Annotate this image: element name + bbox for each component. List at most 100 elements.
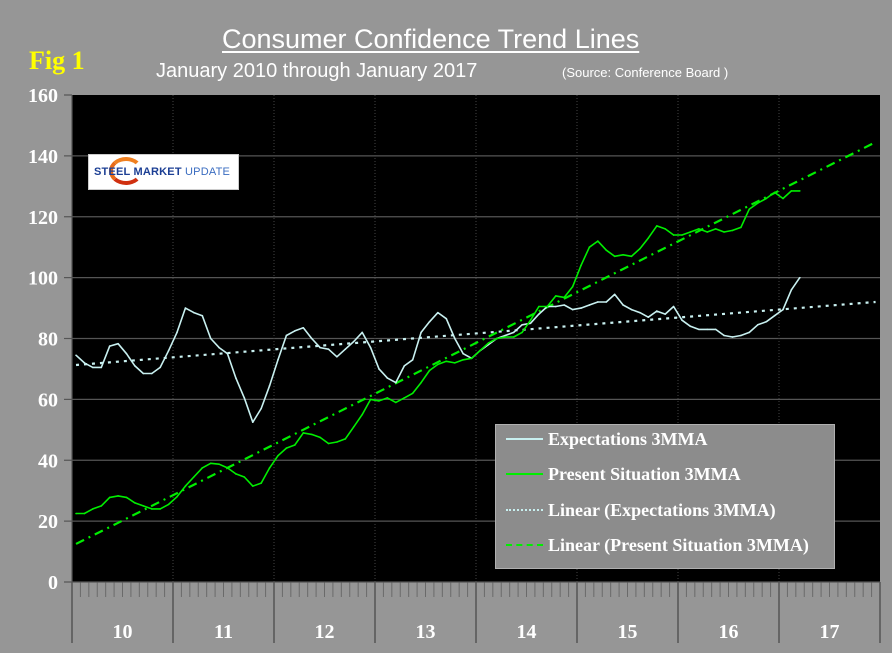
legend-item-linear-present: Linear (Present Situation 3MMA) [496,533,834,563]
y-axis: 0 20 40 60 80 100 120 140 160 [28,85,73,594]
logo-text: STEEL MARKET UPDATE [94,166,230,178]
data-point [268,384,271,387]
data-point [251,485,254,487]
data-point [117,495,119,497]
data-point [597,301,599,303]
legend-swatch-dotted-cyan [506,509,543,511]
data-point [83,512,86,515]
chart-source: (Source: Conference Board ) [562,65,729,80]
data-point [445,317,448,320]
data-point [361,413,363,416]
data-point [782,308,784,311]
data-point [714,328,717,331]
data-point [75,354,77,357]
data-point [411,359,414,361]
data-point [235,473,237,475]
data-point [580,307,582,309]
data-point [689,231,692,233]
data-point [142,372,145,375]
data-point [100,505,103,507]
data-point [201,314,204,317]
data-point [698,328,700,331]
data-point [647,316,650,318]
legend-item-expectations: Expectations 3MMA [496,427,834,457]
data-point [310,433,313,436]
data-point [529,322,532,325]
data-point [782,197,784,200]
legend: Expectations 3MMA Present Situation 3MMA… [495,424,835,569]
data-point [554,295,557,297]
data-point [344,438,347,440]
data-point [740,226,742,229]
data-point [395,401,397,404]
data-point [706,231,709,233]
data-point [630,308,633,311]
data-point [226,352,229,355]
data-point [243,397,246,399]
data-point [504,336,507,338]
legend-item-linear-expectations: Linear (Expectations 3MMA) [496,498,834,528]
data-point [512,331,515,334]
data-point [209,337,212,340]
data-point [748,331,751,334]
data-point [453,337,456,340]
x-tick-label: 17 [820,621,840,643]
data-point [672,305,675,308]
data-point [639,311,641,314]
data-point [285,334,288,337]
data-point [462,352,464,355]
legend-swatch-solid-green [506,473,543,475]
data-point [647,237,650,239]
data-point [714,228,717,230]
data-point [613,293,616,296]
data-point [310,337,313,340]
data-point [445,360,448,363]
data-point [639,247,641,250]
data-point [664,228,666,230]
data-point [369,346,372,349]
y-tick-label: 160 [28,85,58,107]
data-point [756,324,759,326]
data-point [521,331,523,334]
data-point [150,508,153,510]
data-point [538,313,540,315]
data-point [571,308,574,311]
data-point [260,482,262,484]
data-point [563,296,565,299]
data-point [92,508,94,510]
data-point [184,485,187,487]
data-point [470,357,473,360]
data-point [243,476,246,478]
x-tick-label: 15 [618,621,638,643]
data-point [681,234,683,236]
data-point [193,311,195,314]
data-point [184,307,187,309]
data-point [411,392,414,395]
data-point [731,336,734,338]
data-point [344,348,347,350]
data-point [319,346,321,349]
data-point [327,348,330,350]
data-point [546,305,549,308]
data-point [655,225,658,227]
data-point [251,421,254,424]
series-group [75,141,877,545]
x-tick-label: 16 [719,621,739,643]
x-tick-label: 10 [113,621,133,643]
data-point [352,425,355,428]
data-point [428,369,431,372]
data-point [302,327,305,329]
data-point [689,325,692,328]
logo-text-light: UPDATE [185,166,231,178]
data-point [75,512,77,515]
data-point [167,349,170,352]
data-point [336,441,338,443]
data-point [159,508,161,510]
data-point [369,398,372,401]
data-point [294,330,296,332]
data-point [512,336,515,338]
y-tick-label: 80 [38,329,58,351]
data-point [125,496,128,499]
data-point [378,400,380,402]
y-tick-label: 40 [38,450,58,472]
